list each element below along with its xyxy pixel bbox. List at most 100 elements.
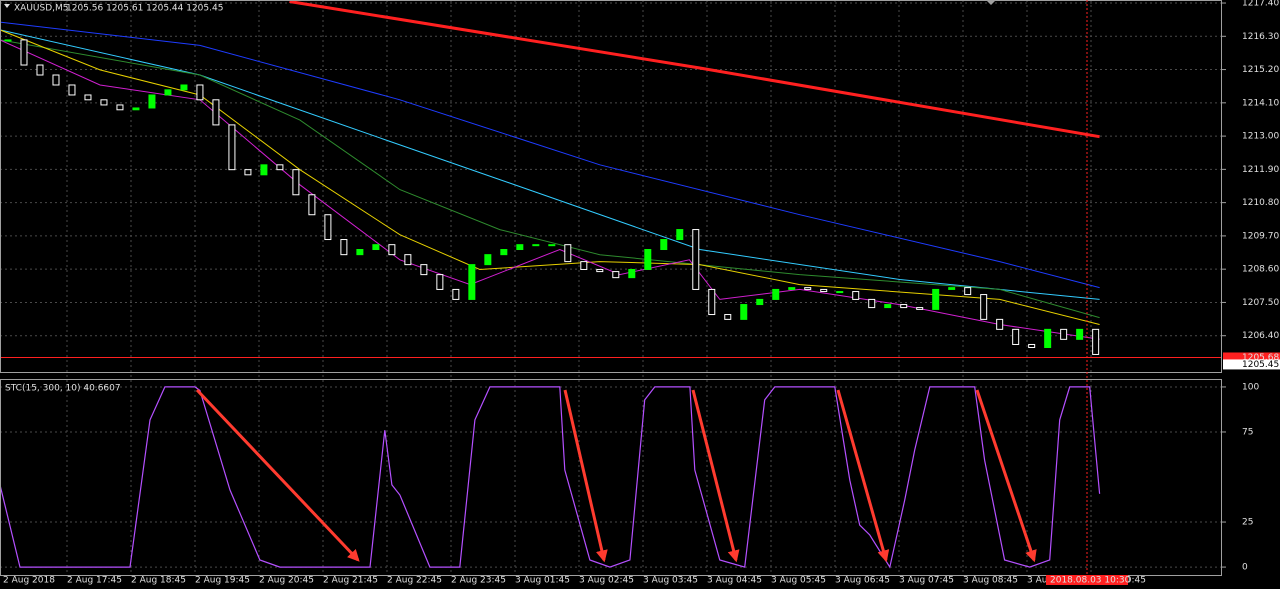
candle: [852, 291, 860, 300]
candle: [900, 304, 908, 309]
arrow: [195, 388, 360, 562]
x-tick-label: 3 Aug 02:45: [579, 576, 634, 586]
candle: [596, 268, 604, 273]
candle: [340, 239, 348, 256]
candle: [68, 84, 76, 96]
candle: [260, 164, 268, 176]
candle: [548, 244, 556, 247]
candle: [836, 291, 844, 294]
candle: [724, 314, 732, 320]
y-tick-label: 1207.50: [1242, 298, 1279, 308]
candle: [244, 169, 252, 176]
x-tick-label: 3 Aug 08:45: [963, 576, 1018, 586]
y-tick-label: 0: [1242, 563, 1248, 573]
candle: [20, 39, 28, 66]
candle: [1028, 343, 1036, 349]
candle: [228, 124, 236, 171]
x-tick-label: 2 Aug 18:45: [131, 576, 186, 586]
candle: [868, 298, 876, 309]
candle: [932, 288, 940, 310]
candle: [564, 244, 572, 263]
candle: [676, 229, 684, 241]
x-tick-label: 2 Aug 17:45: [67, 576, 122, 586]
candle: [1012, 328, 1020, 345]
menu-arrow: [4, 4, 10, 8]
x-tick-label: 2 Aug 22:45: [387, 576, 442, 586]
moving-average: [289, 0, 1100, 139]
arrow: [691, 389, 740, 563]
candle: [996, 318, 1004, 330]
y-tick-label: 75: [1242, 427, 1253, 437]
candle: [772, 288, 780, 300]
candle: [628, 268, 636, 279]
candle: [276, 164, 284, 171]
candle: [820, 288, 828, 293]
candle: [1092, 328, 1100, 355]
candle: [948, 287, 956, 290]
ask-box: [1223, 352, 1280, 363]
y-tick-label: 1216.30: [1242, 32, 1279, 42]
x-tick-label: 2 Aug 23:45: [451, 576, 506, 586]
y-tick-label: 1215.20: [1242, 65, 1279, 75]
x-tick-label: 3 Aug 07:45: [899, 576, 954, 586]
x-tick-label: 3 Aug 06:45: [835, 576, 890, 586]
candle: [644, 249, 652, 270]
candle: [980, 294, 988, 320]
ohlc-text: 1205.56 1205.61 1205.44 1205.45: [66, 4, 223, 14]
candle: [356, 249, 364, 256]
candle: [212, 99, 220, 126]
stc-title: STC(15, 300, 10) 40.6607: [5, 384, 121, 394]
moving-average: [0, 29, 1100, 325]
candle: [404, 254, 412, 266]
candle: [292, 169, 300, 196]
x-tick-label: 3 Aug 01:45: [515, 576, 570, 586]
candle: [692, 229, 700, 290]
x-tick-label: 3 Aug 04:45: [707, 576, 762, 586]
candle: [52, 74, 60, 86]
candle: [132, 107, 140, 111]
shift-marker: [987, 1, 995, 5]
candle: [4, 39, 12, 42]
arrow: [836, 389, 890, 563]
x-tick-label: 3 Aug 03:45: [643, 576, 698, 586]
candle: [708, 288, 716, 316]
candle: [148, 94, 156, 109]
candle: [740, 304, 748, 320]
x-tick-label: 2 Aug 21:45: [323, 576, 378, 586]
candle: [1044, 328, 1052, 349]
candle: [468, 264, 476, 300]
cursor-box: [1046, 575, 1128, 585]
y-tick-label: 100: [1242, 382, 1259, 392]
labels: 1217.40 1216.30 1215.20 1214.10 1213.00 1211.…: [3, 0, 1280, 586]
bid-box: [1223, 359, 1280, 370]
candle: [180, 84, 188, 91]
candle: [196, 84, 204, 101]
y-tick-label: 25: [1242, 518, 1253, 528]
candle: [660, 239, 668, 251]
candle: [612, 271, 620, 279]
candle: [516, 244, 524, 251]
marks: [0, 0, 1222, 569]
y-tick-label: 1209.70: [1242, 231, 1279, 241]
candle: [84, 94, 92, 101]
y-tick-label: 1211.90: [1242, 165, 1279, 175]
moving-average: [0, 39, 1100, 319]
candle: [420, 264, 428, 276]
candle: [116, 104, 124, 111]
candle: [436, 274, 444, 290]
x-tick-label: 2 Aug 20:45: [259, 576, 314, 586]
y-tick-label: 1214.10: [1242, 98, 1279, 108]
symbol-title: XAUUSD,M5: [14, 4, 69, 14]
y-tick-label: 1208.60: [1242, 265, 1279, 275]
candle: [756, 298, 764, 306]
candle: [788, 287, 796, 290]
stc-panel-border: [0, 379, 1222, 576]
annotation-arrows: [195, 388, 1037, 563]
arrow: [975, 389, 1037, 563]
y-tick-label: 1210.80: [1242, 198, 1279, 208]
candle: [916, 307, 924, 310]
candle: [964, 287, 972, 296]
x-tick-label: 3 Aug 05:45: [771, 576, 826, 586]
main-panel-border: [0, 0, 1222, 373]
